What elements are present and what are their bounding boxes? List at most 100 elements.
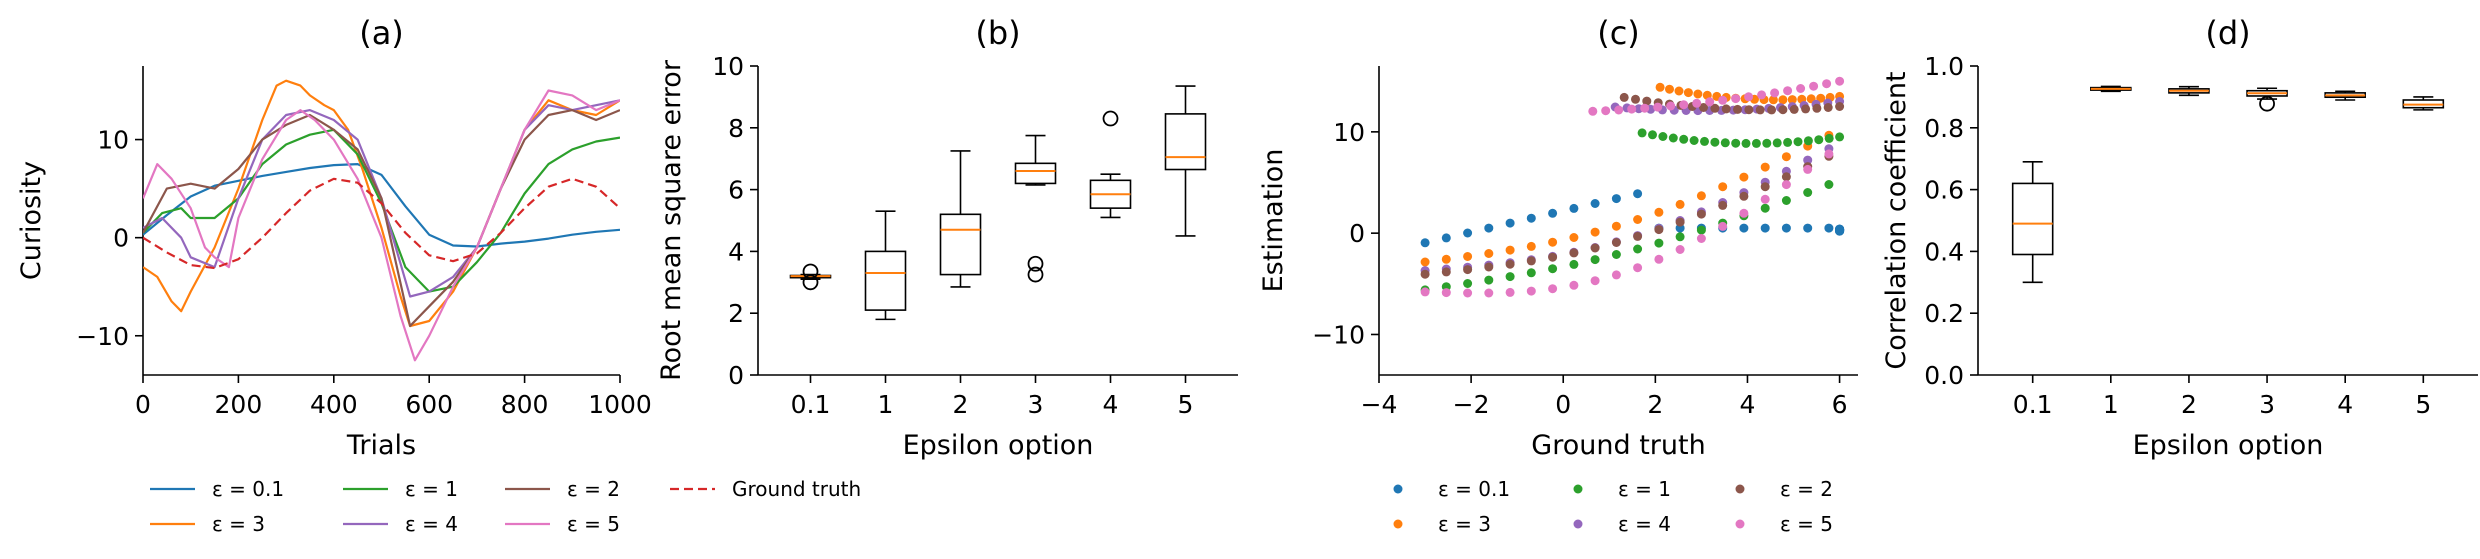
scatter-point — [1809, 81, 1819, 91]
scatter-point — [1803, 223, 1813, 233]
y-tick-label: 0.2 — [1924, 299, 1964, 328]
scatter-point — [1803, 164, 1813, 174]
scatter-point — [1835, 225, 1845, 235]
scatter-point — [1689, 136, 1699, 145]
scatter-point — [1767, 105, 1777, 115]
scatter-point — [1505, 272, 1515, 282]
scatter-point — [1665, 84, 1674, 94]
scatter-point — [1744, 105, 1754, 115]
y-tick-label: 10 — [97, 126, 129, 155]
scatter-point — [1441, 267, 1451, 277]
legend-label-1: ε = 3 — [1438, 512, 1491, 536]
scatter-point — [1696, 234, 1706, 243]
series-line-6 — [143, 177, 620, 270]
y-tick-label: 0.0 — [1924, 361, 1964, 390]
scatter-point — [1814, 135, 1824, 145]
scatter-point — [1526, 256, 1536, 266]
scatter-point — [1548, 284, 1558, 294]
y-tick-label: 10 — [712, 52, 744, 81]
scatter-series-0 — [1420, 189, 1845, 248]
scatter-point — [1633, 244, 1643, 254]
x-tick-label: 0.1 — [2013, 390, 2053, 419]
chart-title: (d) — [2205, 14, 2250, 52]
box-3 — [2246, 87, 2288, 112]
scatter-point — [1762, 138, 1772, 148]
scatter-point — [1760, 162, 1770, 172]
y-axis-label: Root mean square error — [656, 59, 687, 381]
flier-0 — [1102, 110, 1119, 127]
scatter-series-2 — [1420, 128, 1845, 295]
scatter-point — [1619, 92, 1629, 102]
scatter-point — [1760, 194, 1770, 204]
flier-0 — [1027, 266, 1044, 283]
scatter-series-1 — [1420, 82, 1845, 267]
panel-b: (b) Epsilon option Root mean square error 0… — [656, 14, 1238, 461]
scatter-point — [1789, 104, 1799, 114]
scatter-point — [1675, 217, 1685, 227]
scatter-point — [1611, 270, 1621, 280]
scatter-point — [1823, 103, 1833, 112]
scatter-point — [1569, 280, 1579, 290]
scatter-point — [1696, 191, 1706, 201]
scatter-point — [1760, 203, 1770, 213]
scatter-point — [1710, 137, 1720, 147]
x-tick-label: 0 — [135, 390, 151, 419]
panel-d: (d) Epsilon option Correlation coefficient… — [1881, 14, 2478, 461]
scatter-point — [1731, 94, 1741, 104]
scatter-point — [1611, 221, 1621, 231]
scatter-series-5 — [1420, 76, 1845, 298]
scatter-point — [1505, 287, 1515, 297]
scatter-point — [1526, 213, 1536, 223]
legend-marker-2 — [1573, 484, 1583, 494]
scatter-point — [1824, 149, 1834, 159]
scatter-point — [1679, 134, 1689, 144]
scatter-point — [1668, 133, 1678, 143]
scatter-point — [1463, 288, 1473, 298]
scatter-point — [1781, 180, 1791, 190]
scatter-point — [1611, 238, 1621, 247]
scatter-point — [1654, 225, 1664, 235]
scatter-point — [1654, 238, 1664, 248]
scatter-point — [1441, 254, 1451, 264]
scatter-point — [1739, 208, 1749, 218]
scatter-point — [1760, 223, 1770, 233]
scatter-point — [1835, 102, 1845, 111]
scatter-point — [1675, 245, 1685, 254]
scatter-point — [1741, 138, 1751, 148]
x-tick-label: 0.1 — [791, 390, 831, 419]
box-body — [1164, 113, 1207, 171]
scatter-point — [1781, 223, 1791, 233]
legend-marker-4 — [1735, 484, 1745, 494]
scatter-point — [1505, 245, 1515, 255]
scatter-point — [1658, 132, 1668, 141]
y-tick-label: 1.0 — [1924, 52, 1964, 81]
chart-title: (a) — [359, 14, 404, 52]
box-2 — [939, 150, 982, 288]
scatter-point — [1420, 257, 1430, 267]
scatter-point — [1484, 262, 1494, 272]
legend-label-3: ε = 4 — [1618, 512, 1671, 536]
series-line-5 — [143, 89, 620, 362]
scatter-point — [1822, 79, 1832, 89]
x-tick-label: 2 — [1647, 390, 1663, 419]
scatter-point — [1640, 103, 1650, 113]
scatter-point — [1548, 237, 1558, 247]
scatter-point — [1781, 152, 1791, 162]
scatter-point — [1739, 191, 1749, 201]
scatter-point — [1548, 264, 1558, 274]
box-1 — [864, 210, 907, 321]
box-body — [2011, 182, 2054, 256]
box-5 — [2402, 96, 2445, 111]
scatter-point — [1633, 263, 1643, 273]
x-tick-label: 1 — [2103, 390, 2119, 419]
scatter-point — [1654, 254, 1664, 264]
scatter-point — [1824, 180, 1834, 189]
series-line-0 — [143, 163, 620, 248]
y-axis-label: Curiosity — [16, 161, 47, 280]
scatter-point — [1720, 138, 1730, 148]
scatter-point — [1569, 233, 1579, 242]
scatter-point — [1718, 221, 1728, 231]
scatter-point — [1420, 238, 1430, 248]
panel-c: (c) Ground truth Estimation −10 0 10 −4 −2 0 2 4 6 ε… — [1258, 14, 1858, 536]
x-tick-label: 6 — [1832, 390, 1848, 419]
